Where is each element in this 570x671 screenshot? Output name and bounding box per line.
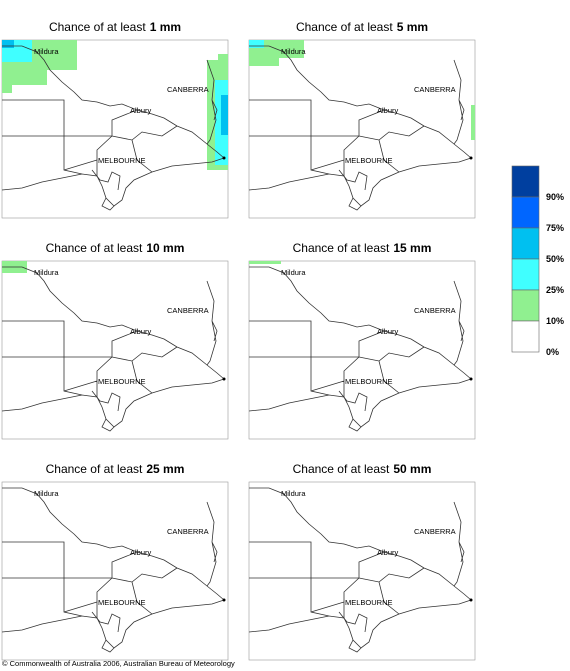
title-part: 15 mm bbox=[393, 241, 431, 255]
panel-title: Chance of at least 1 mm bbox=[49, 20, 181, 34]
place-label: Mildura bbox=[281, 489, 306, 498]
panel-title: Chance of at least 10 mm bbox=[46, 241, 185, 255]
probability-shading bbox=[221, 95, 228, 135]
place-label: Albury bbox=[377, 548, 399, 557]
place-label: MELBOURNE bbox=[345, 598, 393, 607]
legend-label: 25% bbox=[546, 285, 564, 295]
legend-label: 10% bbox=[546, 316, 564, 326]
legend-label: 0% bbox=[546, 347, 559, 357]
place-label: Mildura bbox=[281, 268, 306, 277]
probability-shading bbox=[2, 40, 14, 48]
place-label: Albury bbox=[377, 106, 399, 115]
map-panel: Chance of at least 1 mm Mildura CANBERRA Alb… bbox=[1, 20, 229, 219]
place-label: CANBERRA bbox=[414, 527, 456, 536]
place-label: Mildura bbox=[34, 268, 59, 277]
map-frame bbox=[248, 39, 476, 219]
map-panels: Chance of at least 1 mm Mildura CANBERRA Alb… bbox=[1, 20, 476, 661]
place-label: MELBOURNE bbox=[98, 377, 146, 386]
title-part: 50 mm bbox=[393, 462, 431, 476]
title-part: Chance of at least bbox=[49, 20, 146, 34]
legend-label: 50% bbox=[546, 254, 564, 264]
title-part: 1 mm bbox=[150, 20, 181, 34]
panel-title: Chance of at least 25 mm bbox=[46, 462, 185, 476]
map-panel: Chance of at least 10 mm Mildura CANBERRA Al… bbox=[1, 241, 229, 440]
panel-title: Chance of at least 5 mm bbox=[296, 20, 428, 34]
place-label: Albury bbox=[130, 548, 152, 557]
place-label: MELBOURNE bbox=[345, 377, 393, 386]
map-panel: Chance of at least 15 mm Mildura CANBERRA Al… bbox=[248, 241, 476, 440]
place-label: MELBOURNE bbox=[98, 598, 146, 607]
place-label: Albury bbox=[377, 327, 399, 336]
place-label: CANBERRA bbox=[414, 85, 456, 94]
legend-swatch bbox=[511, 165, 540, 198]
probability-shading bbox=[2, 70, 47, 85]
legend-swatch bbox=[511, 289, 540, 322]
probability-shading bbox=[2, 85, 12, 93]
map-panel: Chance of at least 50 mm Mildura CANBERRA Al… bbox=[248, 462, 476, 661]
title-part: Chance of at least bbox=[293, 462, 390, 476]
map-panel: Chance of at least 5 mm Mildura CANBERRA Alb… bbox=[248, 20, 476, 219]
legend-swatch bbox=[511, 258, 540, 291]
legend-swatch bbox=[511, 320, 540, 353]
map-panel: Chance of at least 25 mm Mildura CANBERRA Al… bbox=[1, 462, 229, 661]
title-part: Chance of at least bbox=[296, 20, 393, 34]
legend-label: 90% bbox=[546, 192, 564, 202]
title-part: 5 mm bbox=[397, 20, 428, 34]
probability-shading bbox=[471, 105, 475, 140]
title-part: 25 mm bbox=[146, 462, 184, 476]
panel-title: Chance of at least 50 mm bbox=[293, 462, 432, 476]
place-label: MELBOURNE bbox=[98, 156, 146, 165]
place-label: Mildura bbox=[34, 489, 59, 498]
probability-shading bbox=[249, 58, 279, 66]
legend-swatch bbox=[511, 227, 540, 260]
place-label: Albury bbox=[130, 106, 152, 115]
probability-shading bbox=[249, 261, 281, 264]
title-part: Chance of at least bbox=[46, 462, 143, 476]
place-label: CANBERRA bbox=[167, 85, 209, 94]
legend: 90% 75% 50% 25% 10% 0% bbox=[511, 165, 564, 357]
place-label: Mildura bbox=[34, 47, 59, 56]
map-frame bbox=[248, 260, 476, 440]
title-part: Chance of at least bbox=[293, 241, 390, 255]
place-label: CANBERRA bbox=[167, 527, 209, 536]
footer: © Commonwealth of Australia 2006, Austra… bbox=[2, 659, 235, 668]
probability-shading bbox=[218, 54, 228, 62]
map-frame bbox=[248, 481, 476, 661]
map-frame bbox=[1, 260, 229, 440]
place-label: Mildura bbox=[281, 47, 306, 56]
place-label: CANBERRA bbox=[414, 306, 456, 315]
title-part: Chance of at least bbox=[46, 241, 143, 255]
title-part: 10 mm bbox=[146, 241, 184, 255]
panel-title: Chance of at least 15 mm bbox=[293, 241, 432, 255]
place-label: Albury bbox=[130, 327, 152, 336]
place-label: CANBERRA bbox=[167, 306, 209, 315]
probability-shading bbox=[249, 40, 264, 48]
legend-swatch bbox=[511, 196, 540, 229]
place-label: MELBOURNE bbox=[345, 156, 393, 165]
map-frame bbox=[1, 481, 229, 661]
legend-label: 75% bbox=[546, 223, 564, 233]
